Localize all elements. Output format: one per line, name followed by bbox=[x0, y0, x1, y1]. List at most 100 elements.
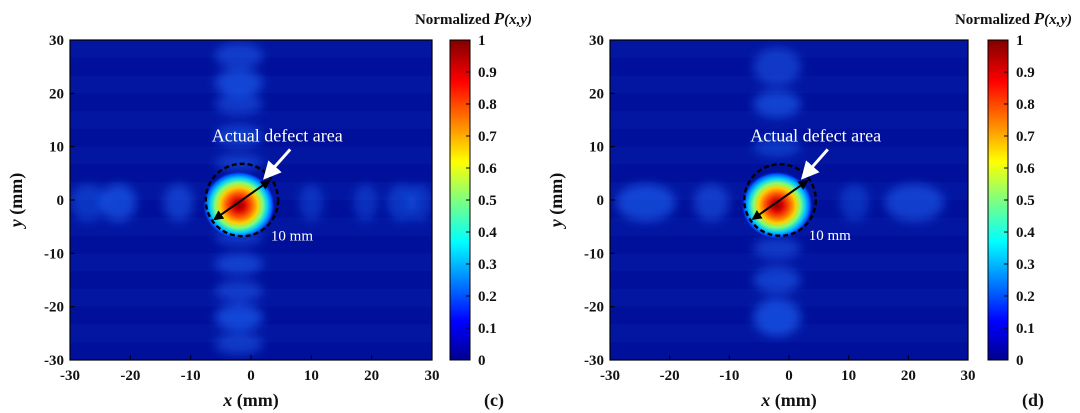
x-tick-label: -20 bbox=[120, 368, 140, 384]
colorbar-tick-label: 0 bbox=[1016, 353, 1024, 369]
heatmap-band bbox=[610, 75, 968, 94]
streak-blob bbox=[214, 333, 264, 355]
y-tick-label: -30 bbox=[584, 353, 604, 369]
x-tick-label: -10 bbox=[181, 368, 201, 384]
defect-circle bbox=[743, 162, 818, 237]
streak-blob bbox=[753, 298, 801, 337]
horizontal-streak bbox=[615, 184, 945, 222]
colorbar-tick-label: 1 bbox=[1016, 33, 1024, 49]
streak-blob bbox=[214, 280, 264, 302]
colorbar-tick-label: 0.5 bbox=[1016, 193, 1035, 209]
y-tick-label: 20 bbox=[49, 86, 64, 102]
heatmap-field bbox=[70, 40, 432, 360]
colorbar-tick-label: 0.4 bbox=[1016, 225, 1035, 241]
streak-blob bbox=[100, 184, 137, 222]
streak-blob bbox=[753, 237, 801, 259]
y-tick-label: -20 bbox=[44, 300, 64, 316]
streak-blob bbox=[839, 184, 870, 222]
y-tick-label: 30 bbox=[589, 33, 604, 49]
streak-blob bbox=[214, 125, 264, 147]
annotation-label: Actual defect area bbox=[750, 125, 881, 145]
streak-blob bbox=[753, 90, 801, 118]
x-axis-label: x (mm) bbox=[760, 390, 816, 411]
vertical-streak bbox=[753, 48, 801, 337]
y-tick-label: 0 bbox=[597, 193, 605, 209]
dimension-label: 10 mm bbox=[809, 228, 851, 244]
panel-tag: (d) bbox=[1022, 390, 1044, 411]
streak-blob bbox=[214, 42, 264, 70]
colorbar-tick-label: 0.2 bbox=[1016, 289, 1035, 305]
heatmap-band bbox=[70, 324, 432, 343]
streak-blob bbox=[214, 69, 264, 96]
streak-blob bbox=[299, 184, 324, 222]
x-tick-label: 0 bbox=[247, 368, 255, 384]
panel-tag: (c) bbox=[484, 390, 504, 411]
heatmap-band bbox=[610, 111, 968, 129]
streak-blob bbox=[753, 48, 801, 86]
vertical-streak bbox=[214, 42, 264, 355]
diameter-arrow bbox=[213, 179, 271, 221]
x-tick-label: 10 bbox=[304, 368, 319, 384]
heatmap-band bbox=[70, 111, 432, 129]
colorbar-tick-label: 0.3 bbox=[1016, 257, 1035, 273]
x-tick-label: 30 bbox=[961, 368, 976, 384]
streak-blob bbox=[884, 184, 945, 222]
y-tick-label: -10 bbox=[44, 246, 64, 262]
annotation-label: Actual defect area bbox=[212, 125, 343, 145]
y-axis-label: y (mm) bbox=[546, 173, 567, 229]
colorbar-tick-label: 0.1 bbox=[478, 321, 497, 337]
heatmap-band bbox=[70, 146, 432, 165]
x-tick-label: -30 bbox=[60, 368, 80, 384]
colorbar-tick-label: 0.6 bbox=[1016, 161, 1035, 177]
streak-blob bbox=[70, 184, 107, 222]
y-tick-label: 0 bbox=[57, 193, 65, 209]
annotation-arrow bbox=[800, 148, 829, 180]
streak-blob bbox=[693, 184, 730, 222]
streak-blob bbox=[386, 184, 417, 222]
y-tick-label: -30 bbox=[44, 353, 64, 369]
y-tick-label: -10 bbox=[584, 246, 604, 262]
annotation-arrow bbox=[263, 148, 292, 180]
x-tick-label: -20 bbox=[660, 368, 680, 384]
streak-blob bbox=[753, 266, 801, 294]
colorbar-tick-label: 0.6 bbox=[478, 161, 497, 177]
heatmap-band bbox=[610, 253, 968, 272]
y-axis-label: y (mm) bbox=[6, 173, 27, 229]
x-tick-label: 0 bbox=[785, 368, 793, 384]
colorbar-tick-label: 0.9 bbox=[478, 65, 497, 81]
streak-blob bbox=[615, 184, 676, 222]
colorbar-tick-label: 1 bbox=[478, 33, 486, 49]
colorbar-tick-label: 0.3 bbox=[478, 257, 497, 273]
x-tick-label: 10 bbox=[841, 368, 856, 384]
streak-blob bbox=[353, 184, 378, 222]
x-axis-label: x (mm) bbox=[222, 390, 278, 411]
colorbar-title: Normalized P(x,y) bbox=[415, 9, 532, 28]
heatmap-band bbox=[610, 40, 968, 58]
heatmap-field bbox=[610, 40, 968, 360]
streak-blob bbox=[163, 184, 194, 222]
colorbar-tick-label: 0.8 bbox=[478, 97, 497, 113]
colorbar-tick-label: 0 bbox=[478, 353, 486, 369]
x-tick-label: -30 bbox=[600, 368, 620, 384]
x-tick-label: 20 bbox=[901, 368, 916, 384]
heatmap-band bbox=[610, 288, 968, 307]
x-tick-label: 20 bbox=[364, 368, 379, 384]
streak-blob bbox=[407, 184, 432, 222]
streak-blob bbox=[214, 253, 264, 275]
streak-blob bbox=[214, 304, 264, 331]
colorbar-tick-label: 0.4 bbox=[478, 225, 497, 241]
colorbar-tick-label: 0.9 bbox=[1016, 65, 1035, 81]
colorbar-tick-label: 0.7 bbox=[1016, 129, 1035, 145]
streak-blob bbox=[753, 136, 801, 158]
streak-blob bbox=[214, 93, 264, 115]
colorbar-tick-label: 0.1 bbox=[1016, 321, 1035, 337]
y-tick-label: 10 bbox=[589, 140, 604, 156]
colorbar-tick-label: 0.2 bbox=[478, 289, 497, 305]
y-tick-label: -20 bbox=[584, 300, 604, 316]
x-tick-label: -10 bbox=[719, 368, 739, 384]
y-tick-label: 30 bbox=[49, 33, 64, 49]
defect-circle bbox=[204, 162, 280, 238]
